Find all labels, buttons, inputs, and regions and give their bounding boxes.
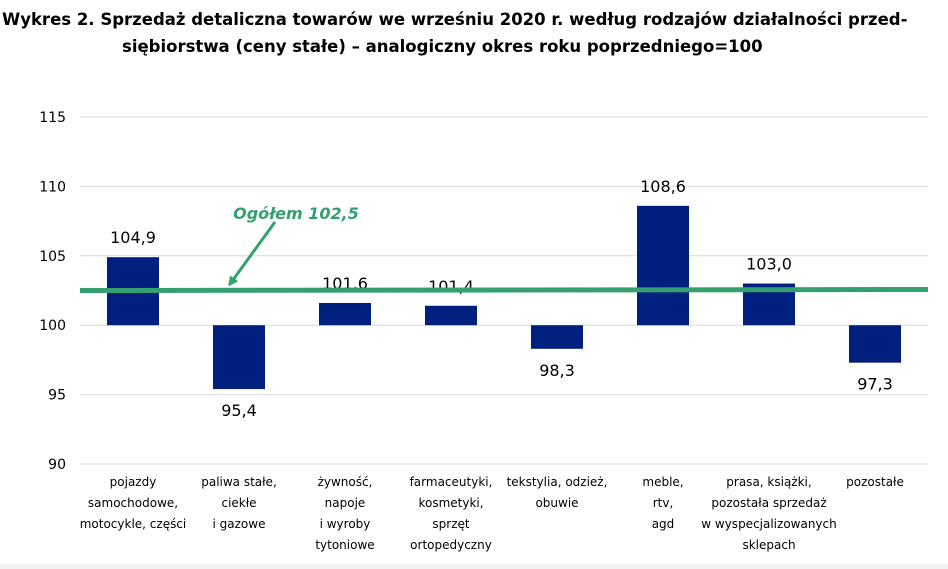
data-label: 108,6 xyxy=(640,177,686,196)
category-label: tekstylia, odzież, obuwie xyxy=(507,475,608,510)
data-label: 95,4 xyxy=(221,401,257,420)
reference-line-group: Ogółem 102,5 xyxy=(79,204,929,293)
reference-line xyxy=(79,287,929,293)
data-label: 104,9 xyxy=(110,228,156,247)
data-label: 101,4 xyxy=(428,277,474,296)
y-tick-label: 115 xyxy=(39,110,66,126)
category-label: pojazdy samochodowe, motocykle, części xyxy=(80,475,187,531)
reference-line-label: Ogółem 102,5 xyxy=(233,204,359,223)
reference-arrow xyxy=(228,221,277,287)
y-tick-label: 90 xyxy=(48,457,66,473)
chart-title-line-2: siębiorstwa (ceny stałe) – analogiczny o… xyxy=(122,37,763,56)
y-axis-tick-labels: 90 95 100 105 110 115 xyxy=(39,110,66,473)
data-label: 103,0 xyxy=(746,255,792,274)
data-label: 98,3 xyxy=(539,361,575,380)
category-label-line: meble, xyxy=(642,475,683,489)
bar xyxy=(319,302,371,326)
data-label: 97,3 xyxy=(857,375,893,394)
bars xyxy=(107,205,901,390)
y-tick-label: 110 xyxy=(39,179,66,195)
category-label-line: pozostała sprzedaż xyxy=(711,496,826,510)
category-label: paliwa stałe, ciekłe i gazowe xyxy=(201,475,277,531)
category-label-line: pozostałe xyxy=(846,475,904,489)
category-label-line: napoje xyxy=(325,496,366,510)
bottom-strip xyxy=(0,564,948,569)
category-label-line: paliwa stałe, xyxy=(201,475,277,489)
category-label: żywność, napoje i wyroby tytoniowe xyxy=(315,475,374,552)
y-tick-label: 95 xyxy=(48,388,66,404)
category-label-line: tekstylia, odzież, xyxy=(507,475,608,489)
category-label: prasa, książki, pozostała sprzedaż w wyspe… xyxy=(701,475,836,552)
category-label-line: i wyroby xyxy=(320,517,371,531)
bar xyxy=(531,325,583,349)
category-label-line: sprzęt xyxy=(432,517,469,531)
category-label-line: prasa, książki, xyxy=(726,475,811,489)
chart-title: Wykres 2. Sprzedaż detaliczna towarów we… xyxy=(0,6,948,60)
category-label-line: sklepach xyxy=(742,538,795,552)
chart-title-line-1: Wykres 2. Sprzedaż detaliczna towarów we… xyxy=(2,10,908,29)
category-label: pozostałe xyxy=(846,475,904,489)
category-label-line: agd xyxy=(652,517,675,531)
category-label-line: samochodowe, xyxy=(88,496,178,510)
category-label-line: i gazowe xyxy=(213,517,266,531)
bar xyxy=(213,325,265,390)
category-label-line: w wyspecjalizowanych xyxy=(701,517,836,531)
category-label-line: żywność, xyxy=(318,475,373,489)
category-label: meble, rtv, agd xyxy=(642,475,683,531)
y-tick-label: 100 xyxy=(39,318,66,334)
category-label: farmaceutyki, kosmetyki, sprzęt ortopedyczn… xyxy=(410,475,493,552)
bar xyxy=(637,205,689,326)
category-label-line: pojazdy xyxy=(110,475,157,489)
category-label-line: farmaceutyki, xyxy=(410,475,493,489)
category-label-line: obuwie xyxy=(535,496,578,510)
category-labels: pojazdy samochodowe, motocykle, części pali… xyxy=(80,475,904,552)
y-tick-label: 105 xyxy=(39,249,66,265)
category-label-line: rtv, xyxy=(653,496,674,510)
category-label-line: tytoniowe xyxy=(315,538,374,552)
bar xyxy=(849,325,901,363)
category-label-line: kosmetyki, xyxy=(418,496,483,510)
category-label-line: motocykle, części xyxy=(80,517,187,531)
category-label-line: ortopedyczny xyxy=(410,538,492,552)
category-label-line: ciekłe xyxy=(221,496,256,510)
bar xyxy=(425,305,477,326)
